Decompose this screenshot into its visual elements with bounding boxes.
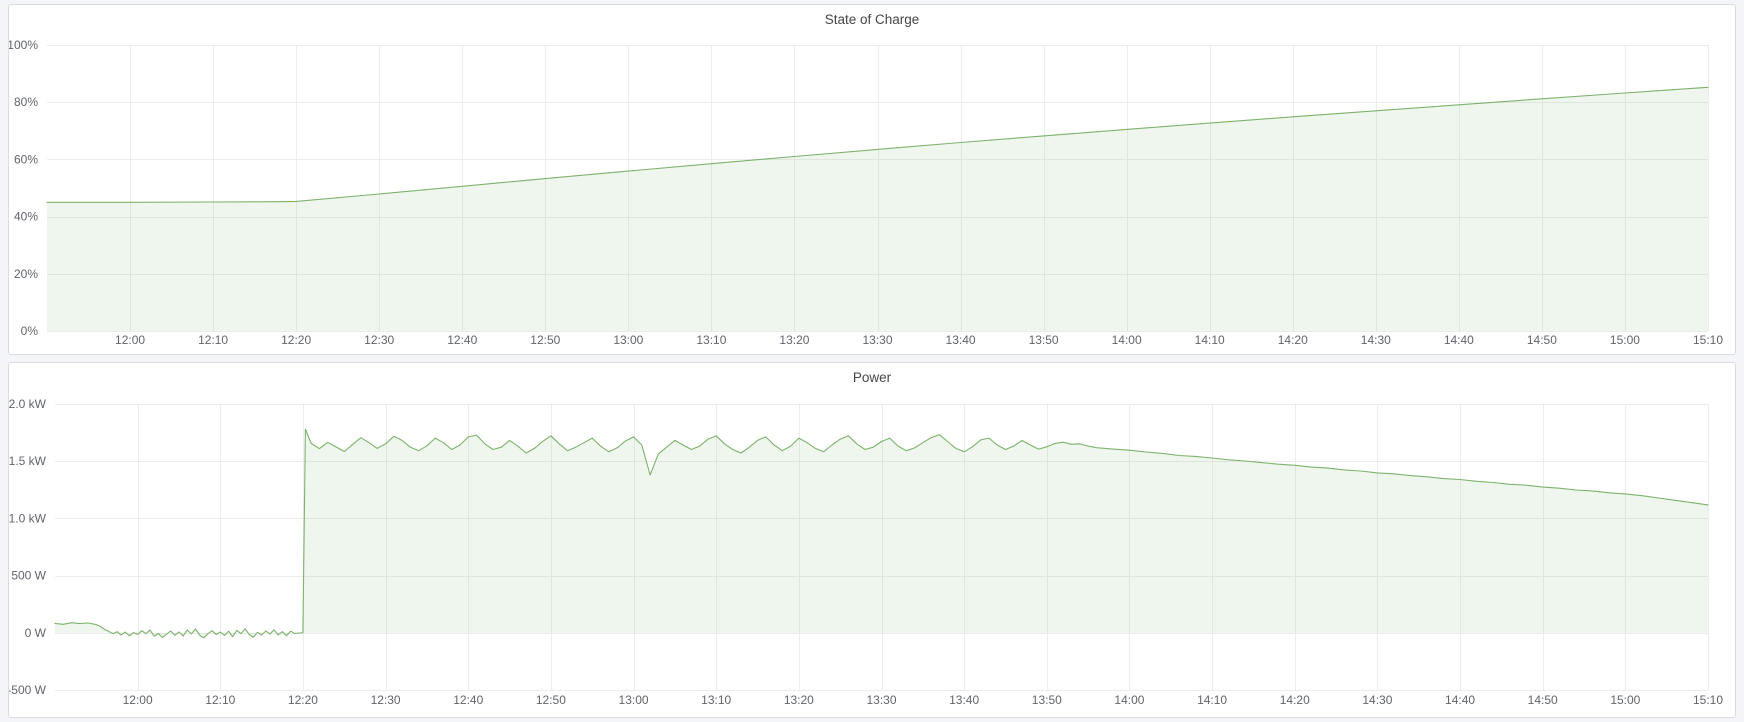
svg-text:13:00: 13:00 bbox=[613, 333, 643, 347]
svg-text:14:10: 14:10 bbox=[1195, 333, 1225, 347]
svg-text:20%: 20% bbox=[14, 267, 38, 281]
svg-text:12:10: 12:10 bbox=[198, 333, 228, 347]
svg-text:13:40: 13:40 bbox=[946, 333, 976, 347]
svg-text:15:10: 15:10 bbox=[1693, 333, 1723, 347]
svg-text:12:00: 12:00 bbox=[123, 693, 153, 707]
svg-text:80%: 80% bbox=[14, 95, 38, 109]
svg-text:13:30: 13:30 bbox=[866, 693, 896, 707]
svg-text:-500 W: -500 W bbox=[9, 683, 47, 697]
svg-text:12:30: 12:30 bbox=[371, 693, 401, 707]
panel-title-state-of-charge[interactable]: State of Charge bbox=[824, 11, 920, 27]
svg-text:13:50: 13:50 bbox=[1029, 333, 1059, 347]
svg-text:13:40: 13:40 bbox=[949, 693, 979, 707]
svg-text:12:50: 12:50 bbox=[536, 693, 566, 707]
svg-text:13:30: 13:30 bbox=[862, 333, 892, 347]
svg-text:12:00: 12:00 bbox=[115, 333, 145, 347]
svg-text:60%: 60% bbox=[14, 152, 38, 166]
svg-text:13:20: 13:20 bbox=[779, 333, 809, 347]
svg-text:14:40: 14:40 bbox=[1445, 693, 1475, 707]
svg-text:14:20: 14:20 bbox=[1278, 333, 1308, 347]
svg-text:14:50: 14:50 bbox=[1527, 333, 1557, 347]
svg-text:15:00: 15:00 bbox=[1610, 333, 1640, 347]
svg-text:14:40: 14:40 bbox=[1444, 333, 1474, 347]
svg-text:1.0 kW: 1.0 kW bbox=[9, 511, 47, 525]
svg-text:500 W: 500 W bbox=[11, 569, 46, 583]
panel-state-of-charge: State of Charge 0% 20% 40% 60% 80% 100% 12:00 1… bbox=[8, 4, 1736, 355]
svg-text:12:30: 12:30 bbox=[364, 333, 394, 347]
svg-text:15:00: 15:00 bbox=[1610, 693, 1640, 707]
svg-text:14:20: 14:20 bbox=[1280, 693, 1310, 707]
panel-title-power[interactable]: Power bbox=[852, 369, 892, 385]
svg-text:13:50: 13:50 bbox=[1032, 693, 1062, 707]
panel-power: Power -500 W 0 W 500 W 1.0 kW 1.5 kW 2.0 kW 12… bbox=[8, 362, 1736, 718]
svg-text:12:20: 12:20 bbox=[288, 693, 318, 707]
svg-text:14:10: 14:10 bbox=[1197, 693, 1227, 707]
svg-text:13:20: 13:20 bbox=[784, 693, 814, 707]
svg-text:1.5 kW: 1.5 kW bbox=[9, 454, 47, 468]
svg-text:14:00: 14:00 bbox=[1112, 333, 1142, 347]
svg-text:12:40: 12:40 bbox=[447, 333, 477, 347]
svg-text:2.0 kW: 2.0 kW bbox=[9, 397, 47, 411]
svg-text:14:50: 14:50 bbox=[1528, 693, 1558, 707]
state-of-charge-chart[interactable]: 0% 20% 40% 60% 80% 100% 12:00 12:10 12:20 12:30 12… bbox=[9, 33, 1735, 354]
svg-text:12:50: 12:50 bbox=[530, 333, 560, 347]
svg-text:12:20: 12:20 bbox=[281, 333, 311, 347]
svg-text:13:10: 13:10 bbox=[701, 693, 731, 707]
svg-text:14:30: 14:30 bbox=[1361, 333, 1391, 347]
svg-text:12:40: 12:40 bbox=[453, 693, 483, 707]
svg-text:0%: 0% bbox=[21, 324, 39, 338]
svg-text:13:10: 13:10 bbox=[696, 333, 726, 347]
svg-text:100%: 100% bbox=[9, 38, 38, 52]
svg-text:40%: 40% bbox=[14, 210, 38, 224]
svg-text:13:00: 13:00 bbox=[619, 693, 649, 707]
power-chart[interactable]: -500 W 0 W 500 W 1.0 kW 1.5 kW 2.0 kW 12:00 12:… bbox=[9, 391, 1735, 717]
svg-text:14:00: 14:00 bbox=[1114, 693, 1144, 707]
svg-text:0 W: 0 W bbox=[25, 626, 47, 640]
svg-text:12:10: 12:10 bbox=[205, 693, 235, 707]
svg-text:14:30: 14:30 bbox=[1362, 693, 1392, 707]
svg-text:15:10: 15:10 bbox=[1693, 693, 1723, 707]
